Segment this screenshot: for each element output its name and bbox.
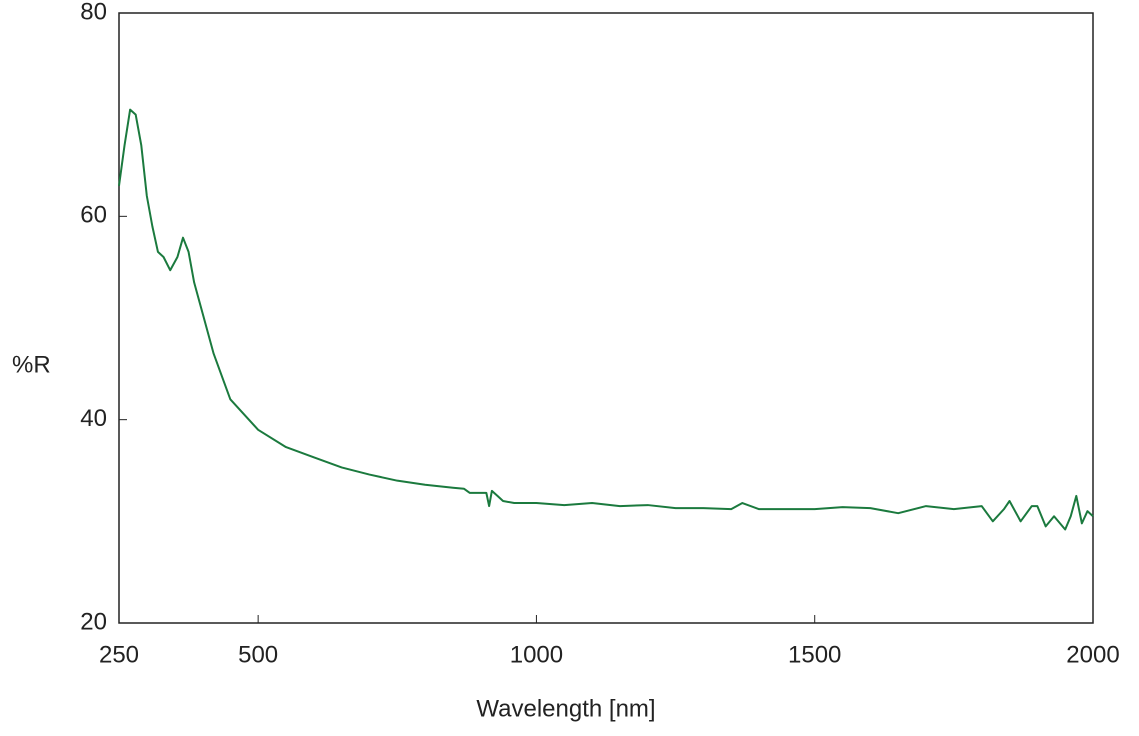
y-axis-label: %R bbox=[12, 351, 51, 378]
x-axis-label: Wavelength [nm] bbox=[476, 695, 655, 722]
y-tick-label: 80 bbox=[80, 0, 107, 25]
x-tick-label: 1000 bbox=[510, 641, 563, 668]
y-tick-label: 20 bbox=[80, 608, 107, 635]
x-tick-label: 2000 bbox=[1066, 641, 1119, 668]
x-tick-label: 500 bbox=[238, 641, 278, 668]
data-line bbox=[118, 108, 1094, 531]
x-tick-label: 1500 bbox=[788, 641, 841, 668]
x-tick-label: 250 bbox=[99, 641, 139, 668]
y-tick-label: 60 bbox=[80, 202, 107, 229]
y-tick-label: 40 bbox=[80, 405, 107, 432]
plot-frame bbox=[118, 12, 1094, 624]
